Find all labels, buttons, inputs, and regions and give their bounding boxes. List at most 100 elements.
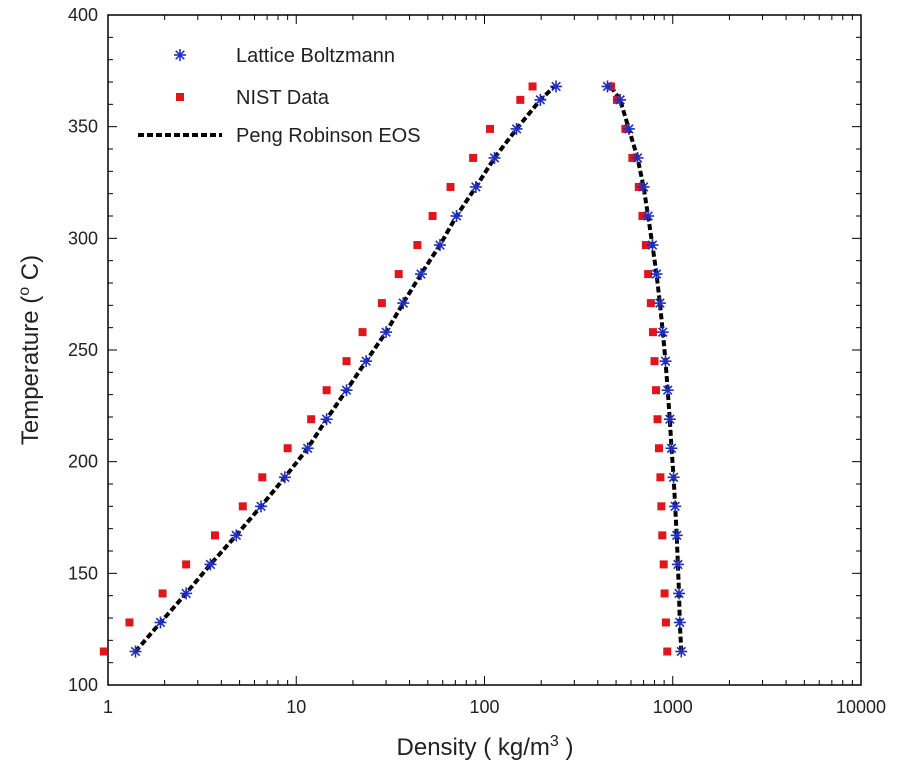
asterisk-stroke [670, 501, 680, 512]
asterisk-stroke [280, 472, 290, 483]
data-point-lattice-boltzmann [380, 326, 393, 339]
data-point-lattice-boltzmann [397, 297, 410, 310]
y-tick-label: 100 [68, 675, 98, 695]
asterisk-stroke [155, 617, 166, 628]
asterisk-stroke [674, 617, 685, 628]
legend-label-peng-robinson-eos: Peng Robinson EOS [236, 125, 421, 147]
x-axis-title-suffix: ) [559, 734, 574, 761]
data-point-lattice-boltzmann [656, 326, 669, 339]
data-point-lattice-boltzmann [550, 80, 563, 93]
data-point-lattice-boltzmann [230, 529, 243, 542]
asterisk-stroke [651, 269, 662, 279]
data-point-nist [650, 357, 659, 366]
data-point-nist [125, 618, 134, 627]
asterisk-stroke [674, 588, 684, 599]
asterisk-stroke [321, 414, 332, 425]
data-point-lattice-boltzmann [154, 616, 167, 629]
data-point-nist [658, 531, 667, 540]
axis-ticks [107, 14, 862, 686]
data-point-nist [99, 647, 108, 656]
asterisk-stroke [647, 240, 658, 250]
legend-item-lattice-boltzmann: Lattice Boltzmann [174, 45, 395, 67]
x-tick-label: 100 [469, 697, 499, 717]
data-point-nist [413, 241, 422, 250]
data-point-nist [358, 328, 367, 337]
data-point-nist [182, 560, 191, 569]
data-point-lattice-boltzmann [659, 355, 672, 368]
y-axis-title-superscript: o [16, 287, 33, 296]
data-point-lattice-boltzmann [278, 471, 291, 484]
data-point-nist [648, 328, 657, 337]
asterisk-stroke [662, 385, 673, 396]
data-point-lattice-boltzmann [665, 442, 678, 455]
data-point-lattice-boltzmann [534, 93, 547, 106]
y-tick-label: 200 [68, 452, 98, 472]
data-point-nist [377, 299, 386, 308]
asterisk-stroke [673, 559, 683, 570]
asterisk-stroke [535, 95, 546, 105]
asterisk-stroke [624, 124, 634, 134]
asterisk-stroke [416, 269, 426, 279]
asterisk-stroke [668, 472, 679, 483]
data-point-lattice-boltzmann [653, 297, 666, 310]
data-point-nist [653, 415, 662, 424]
x-axis-title: Density ( kg/m3 ) [397, 733, 574, 761]
data-point-nist [663, 647, 672, 656]
data-point-lattice-boltzmann [340, 384, 353, 397]
series-line-peng-robinson-eos [133, 85, 556, 653]
legend-item-peng-robinson-eos: Peng Robinson EOS [138, 125, 421, 147]
data-point-nist [283, 444, 292, 453]
y-tick-label: 300 [68, 228, 98, 248]
y-tick-label: 250 [68, 340, 98, 360]
data-point-nist [659, 560, 668, 569]
asterisk-stroke [398, 298, 409, 308]
data-point-nist [644, 270, 653, 279]
asterisk-stroke [638, 182, 649, 192]
data-point-nist [654, 444, 663, 453]
y-tick-label: 400 [68, 5, 98, 25]
legend-marker-square [176, 93, 184, 101]
asterisk-stroke [435, 240, 445, 250]
data-point-lattice-boltzmann [450, 210, 463, 222]
data-point-nist [516, 95, 525, 104]
x-axis-title-superscript: 3 [550, 733, 559, 750]
data-point-nist [446, 182, 455, 191]
data-point-lattice-boltzmann [669, 500, 682, 513]
axis-tick-labels: 1 10 100 1000 10000 100 150 200 250 300 350 400 [68, 5, 886, 717]
legend-asterisk [174, 49, 186, 61]
asterisk-stroke [632, 153, 643, 163]
data-point-lattice-boltzmann [622, 122, 635, 135]
y-tick-label: 150 [68, 563, 98, 583]
data-point-lattice-boltzmann [360, 355, 373, 368]
x-tick-label: 10 [286, 697, 306, 717]
legend-square [176, 93, 184, 101]
asterisk-stroke [655, 298, 665, 308]
asterisk-stroke [671, 530, 682, 541]
data-point-lattice-boltzmann [642, 210, 655, 222]
asterisk-stroke [361, 356, 371, 366]
data-point-nist [528, 82, 537, 91]
legend-item-nist-data: NIST Data [176, 87, 330, 109]
asterisk-stroke [666, 443, 677, 454]
y-axis-title: Temperature (o C) [16, 255, 44, 445]
data-point-nist [469, 153, 478, 162]
data-point-nist [158, 589, 167, 598]
asterisk-stroke [471, 182, 481, 192]
series-layer [99, 80, 688, 658]
data-point-lattice-boltzmann [255, 500, 268, 513]
data-point-nist [210, 531, 219, 540]
asterisk-stroke [302, 443, 313, 454]
legend-label-lattice-boltzmann: Lattice Boltzmann [236, 45, 395, 67]
data-point-nist [641, 241, 650, 250]
data-point-nist [307, 415, 316, 424]
data-point-nist [322, 386, 331, 395]
asterisk-stroke [451, 211, 462, 221]
asterisk-stroke [602, 81, 613, 92]
data-point-lattice-boltzmann [670, 529, 683, 542]
asterisk-stroke [381, 327, 391, 337]
asterisk-stroke [551, 81, 561, 92]
data-point-lattice-boltzmann [433, 239, 446, 252]
data-point-lattice-boltzmann [661, 384, 674, 397]
x-tick-label: 10000 [836, 697, 886, 717]
data-point-nist [238, 502, 247, 511]
